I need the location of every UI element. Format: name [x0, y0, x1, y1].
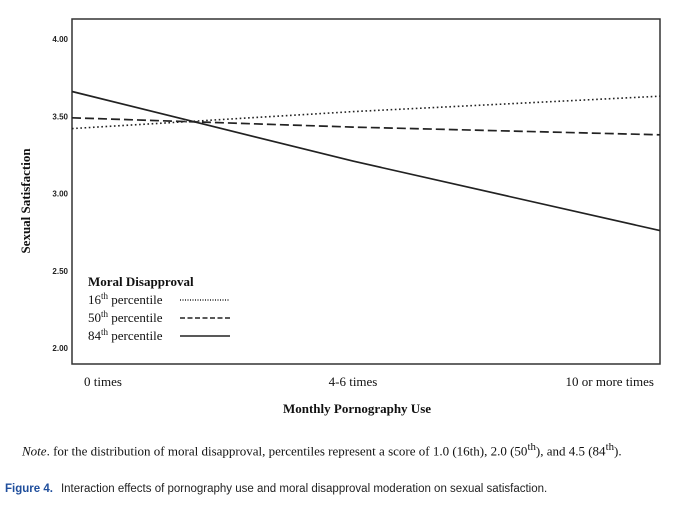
series-line-84th-percentile — [71, 90, 661, 232]
y-axis-ticks: 2.00 2.50 3.00 3.50 4.00 — [52, 35, 68, 353]
y-tick-label: 3.00 — [52, 190, 68, 199]
legend: 16th percentile 50th percentile 84th perce… — [88, 291, 230, 343]
y-tick-label: 2.00 — [52, 344, 68, 353]
plot-area-frame — [71, 18, 661, 365]
x-tick-label: 0 times — [84, 374, 122, 389]
legend-title: Moral Disapproval — [88, 274, 194, 289]
figure-caption-text: Interaction effects of pornography use a… — [60, 483, 548, 495]
legend-item-label: 50th percentile — [88, 309, 163, 325]
series-lines — [71, 90, 661, 232]
x-axis-ticks: 0 times 4-6 times 10 or more times — [84, 374, 654, 389]
note-sup-1: th — [527, 441, 536, 453]
note-label: Note — [22, 443, 47, 459]
note-text-2: ), and 4.5 (84 — [535, 443, 606, 459]
chart: 2.00 2.50 3.00 3.50 4.00 0 times 4-6 times 10 … — [18, 18, 661, 416]
y-tick-label: 4.00 — [52, 35, 68, 44]
x-tick-label: 10 or more times — [566, 374, 654, 389]
series-line-50th-percentile — [71, 116, 661, 136]
note-text-3: ). — [614, 443, 622, 459]
legend-item-label: 84th percentile — [88, 327, 163, 343]
figure-caption: Figure 4. Interaction effects of pornogra… — [5, 483, 547, 495]
figure-label: Figure 4. — [5, 483, 53, 495]
note-sup-2: th — [605, 441, 614, 453]
legend-item-label: 16th percentile — [88, 291, 163, 307]
y-axis-title: Sexual Satisfaction — [18, 148, 33, 254]
y-tick-label: 2.50 — [52, 267, 68, 276]
y-tick-label: 3.50 — [52, 112, 68, 121]
series-line-16th-percentile — [71, 95, 661, 130]
figure-note: Note. for the distribution of moral disa… — [22, 438, 662, 460]
note-text-1: . for the distribution of moral disappro… — [46, 443, 528, 459]
x-tick-label: 4-6 times — [329, 374, 378, 389]
x-axis-title: Monthly Pornography Use — [283, 401, 431, 416]
